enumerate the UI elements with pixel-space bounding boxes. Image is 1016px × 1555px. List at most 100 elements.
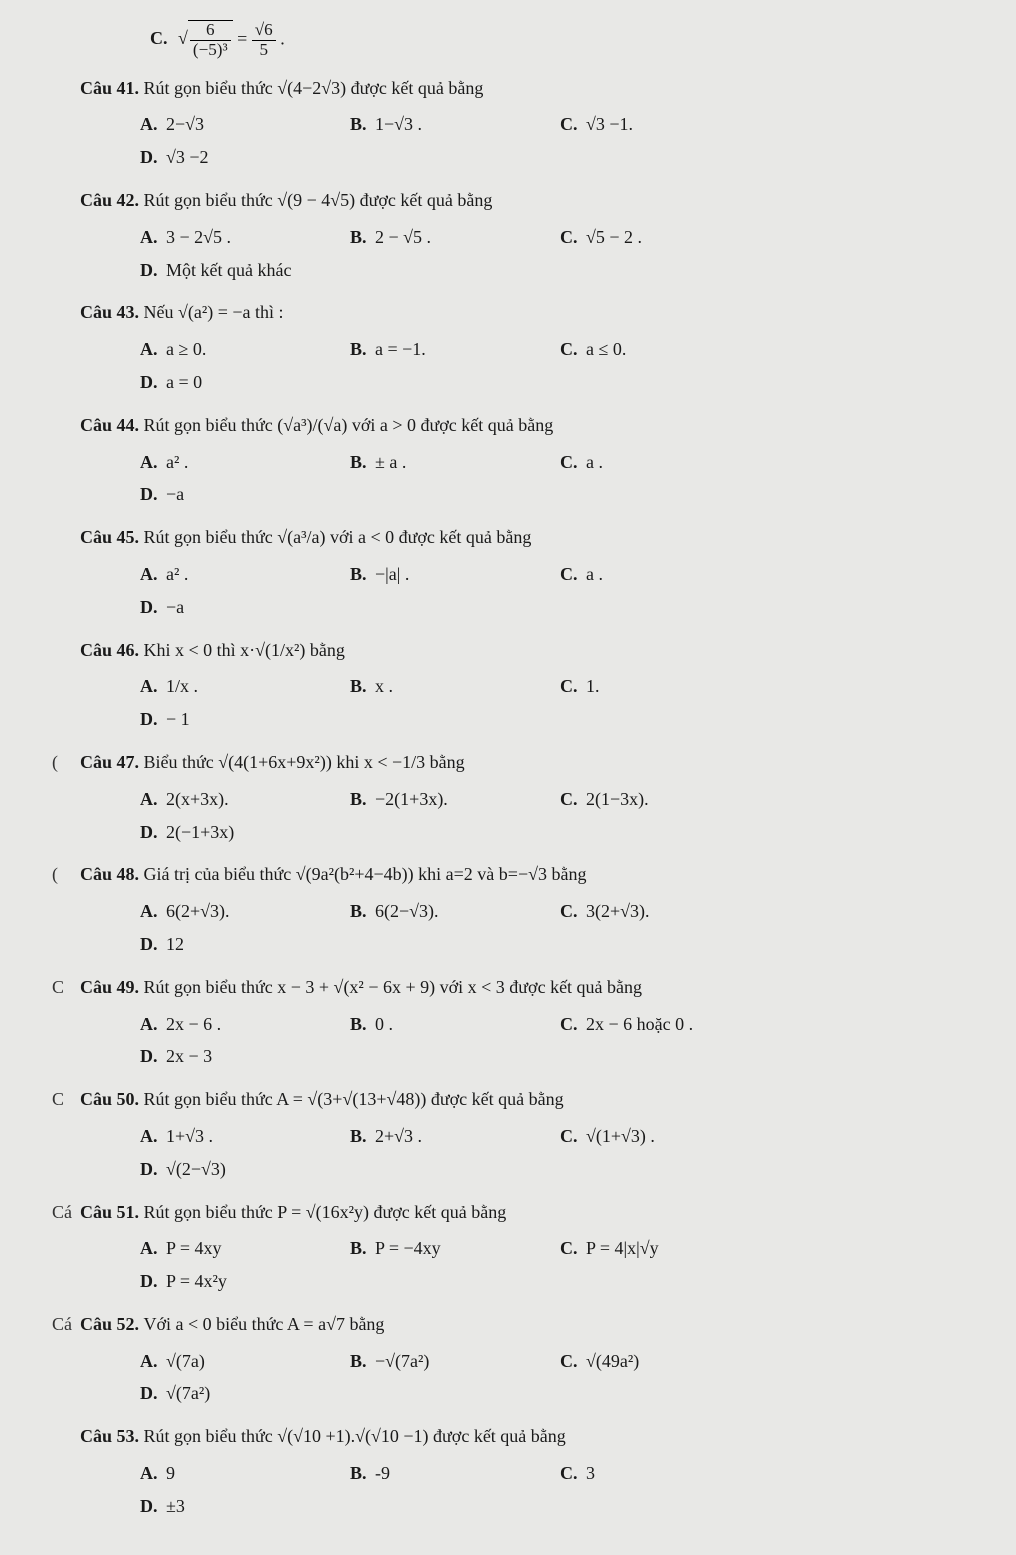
option-label: B. (350, 114, 367, 134)
option-C: C. a . (560, 558, 770, 591)
option-text: a = −1. (371, 339, 426, 359)
question-41: Câu 41. Rút gọn biểu thức √(4−2√3) được … (40, 74, 976, 174)
option-label: A. (140, 1014, 158, 1034)
option-D: D. P = 4x²y (140, 1265, 350, 1298)
option-label: C. (560, 1014, 578, 1034)
option-text: a . (582, 452, 604, 472)
option-text: 0 . (371, 1014, 394, 1034)
option-text: − 1 (162, 709, 190, 729)
option-label: C. (560, 227, 578, 247)
option-B: B. 2 − √5 . (350, 221, 560, 254)
fragment-label: C. (150, 28, 168, 48)
option-label: B. (350, 1014, 367, 1034)
option-label: D. (140, 372, 158, 392)
option-label: B. (350, 1238, 367, 1258)
option-label: C. (560, 676, 578, 696)
question-stem: Câu 46. Khi x < 0 thì x·√(1/x²) bằng (80, 636, 976, 665)
options-row: A. 3 − 2√5 .B. 2 − √5 .C. √5 − 2 .D. Một… (140, 221, 976, 287)
option-label: D. (140, 1271, 158, 1291)
options-row: A. a² .B. ± a .C. a .D. −a (140, 446, 976, 512)
question-text: Rút gọn biểu thức P = √(16x²y) được kết … (144, 1202, 507, 1222)
option-text: P = 4xy (162, 1238, 222, 1258)
option-label: B. (350, 901, 367, 921)
option-D: D. ±3 (140, 1490, 350, 1523)
question-stem: Câu 44. Rút gọn biểu thức (√a³)/(√a) với… (80, 411, 976, 440)
option-D: D. −a (140, 478, 350, 511)
question-text: Với a < 0 biểu thức A = a√7 bằng (144, 1314, 385, 1334)
option-label: A. (140, 227, 158, 247)
option-label: C. (560, 1238, 578, 1258)
option-B: B. −√(7a²) (350, 1345, 560, 1378)
option-text: Một kết quả khác (162, 260, 292, 280)
option-label: C. (560, 452, 578, 472)
question-text: Biểu thức √(4(1+6x+9x²)) khi x < −1/3 bằ… (144, 752, 465, 772)
margin-marker: ( (52, 748, 58, 777)
option-label: D. (140, 1383, 158, 1403)
option-C: C. P = 4|x|√y (560, 1232, 770, 1265)
option-B: B. -9 (350, 1457, 560, 1490)
option-text: P = 4x²y (162, 1271, 227, 1291)
options-row: A. a ≥ 0.B. a = −1.C. a ≤ 0.D. a = 0 (140, 333, 976, 399)
question-number: Câu 50. (80, 1089, 144, 1109)
option-label: D. (140, 597, 158, 617)
margin-marker: Cá (52, 1198, 72, 1227)
option-text: a² . (162, 564, 189, 584)
question-stem: Câu 52. Với a < 0 biểu thức A = a√7 bằng (80, 1310, 976, 1339)
option-label: B. (350, 1463, 367, 1483)
question-text: Rút gọn biểu thức √(9 − 4√5) được kết qu… (144, 190, 493, 210)
question-text: Rút gọn biểu thức A = √(3+√(13+√48)) đượ… (144, 1089, 564, 1109)
option-label: B. (350, 339, 367, 359)
option-label: A. (140, 1463, 158, 1483)
question-number: Câu 47. (80, 752, 144, 772)
option-text: 9 (162, 1463, 176, 1483)
option-text: 1. (582, 676, 600, 696)
question-text: Rút gọn biểu thức √(4−2√3) được kết quả … (144, 78, 484, 98)
option-label: A. (140, 1351, 158, 1371)
option-D: D. − 1 (140, 703, 350, 736)
option-label: D. (140, 1496, 158, 1516)
question-53: Câu 53. Rút gọn biểu thức √(√10 +1).√(√1… (40, 1422, 976, 1522)
options-row: A. a² .B. −|a| .C. a .D. −a (140, 558, 976, 624)
option-B: B. P = −4xy (350, 1232, 560, 1265)
option-label: A. (140, 452, 158, 472)
option-C: C. √3 −1. (560, 108, 770, 141)
option-text: a ≤ 0. (582, 339, 627, 359)
margin-marker: ( (52, 860, 58, 889)
option-B: B. 0 . (350, 1008, 560, 1041)
option-text: 2x − 6 . (162, 1014, 222, 1034)
question-stem: Câu 47. Biểu thức √(4(1+6x+9x²)) khi x <… (80, 748, 976, 777)
option-label: C. (560, 1463, 578, 1483)
option-B: B. a = −1. (350, 333, 560, 366)
option-A: A. 2(x+3x). (140, 783, 350, 816)
option-label: C. (560, 114, 578, 134)
option-label: D. (140, 1046, 158, 1066)
question-number: Câu 42. (80, 190, 144, 210)
question-49: CCâu 49. Rút gọn biểu thức x − 3 + √(x² … (40, 973, 976, 1073)
question-51: Cá Câu 51. Rút gọn biểu thức P = √(16x²y)… (40, 1198, 976, 1298)
option-A: A. 6(2+√3). (140, 895, 350, 928)
option-A: A. P = 4xy (140, 1232, 350, 1265)
option-D: D. 2x − 3 (140, 1040, 350, 1073)
option-text: 2x − 3 (162, 1046, 213, 1066)
option-text: a² . (162, 452, 189, 472)
option-label: B. (350, 789, 367, 809)
option-text: 2 − √5 . (371, 227, 432, 247)
option-text: ±3 (162, 1496, 185, 1516)
option-label: A. (140, 789, 158, 809)
option-C: C. a ≤ 0. (560, 333, 770, 366)
question-number: Câu 49. (80, 977, 144, 997)
question-number: Câu 46. (80, 640, 144, 660)
margin-marker: C (52, 973, 64, 1002)
question-43: Câu 43. Nếu √(a²) = −a thì :A. a ≥ 0.B. … (40, 298, 976, 398)
option-A: A. √(7a) (140, 1345, 350, 1378)
options-row: A. 1/x .B. x .C. 1.D. − 1 (140, 670, 976, 736)
question-text: Khi x < 0 thì x·√(1/x²) bằng (144, 640, 345, 660)
question-42: Câu 42. Rút gọn biểu thức √(9 − 4√5) đượ… (40, 186, 976, 286)
question-text: Rút gọn biểu thức √(√10 +1).√(√10 −1) đư… (144, 1426, 566, 1446)
question-52: CáCâu 52. Với a < 0 biểu thức A = a√7 bằ… (40, 1310, 976, 1410)
question-number: Câu 51. (80, 1202, 144, 1222)
option-B: B. −2(1+3x). (350, 783, 560, 816)
option-text: P = −4xy (371, 1238, 441, 1258)
options-row: A. 2(x+3x).B. −2(1+3x).C. 2(1−3x).D. 2(−… (140, 783, 976, 849)
question-stem: Câu 51. Rút gọn biểu thức P = √(16x²y) đ… (80, 1198, 976, 1227)
